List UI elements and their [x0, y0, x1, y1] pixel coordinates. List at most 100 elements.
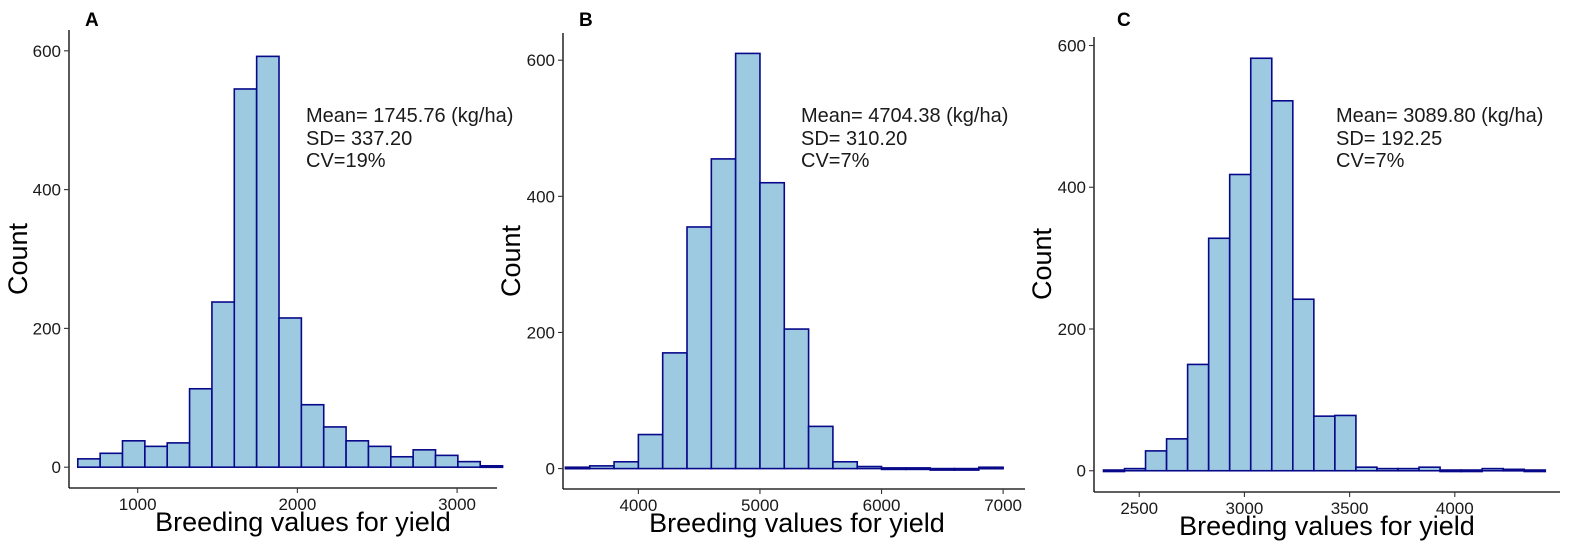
panel-a-bar — [121, 440, 146, 468]
panel-c-bars — [1102, 57, 1547, 473]
panel-a-bar — [412, 449, 437, 468]
panel-a-x-axis-title: Breeding values for yield — [155, 507, 451, 537]
panel-b-bars — [564, 52, 1004, 471]
panel-a-bars — [76, 55, 504, 469]
panel-a-bar — [345, 440, 370, 468]
panel-a-mean-text: Mean= 1745.76 (kg/ha) — [306, 105, 513, 127]
panel-a-bar — [479, 464, 504, 469]
panel-a-y-tick-label: 400 — [33, 181, 61, 200]
panel-b-y-tick-label: 200 — [527, 323, 555, 342]
panel-a-bar — [188, 387, 213, 468]
panel-c-bar — [1439, 469, 1462, 473]
panel-b-bar — [637, 433, 664, 470]
panel-b-bar — [929, 467, 956, 471]
panel-b-bar — [686, 226, 713, 470]
panel-a-x-tick-label: 1000 — [119, 495, 157, 514]
panel-b-bar — [953, 467, 980, 471]
panel-c-bar — [1144, 450, 1168, 472]
panel-c-bar — [1249, 57, 1273, 472]
panel-c-bar — [1523, 469, 1547, 473]
panel-b-y-tick-label: 600 — [527, 51, 555, 70]
panel-c-x-tick-label: 4000 — [1436, 499, 1474, 518]
panel-b-sd-text: SD= 310.20 — [801, 128, 907, 150]
panel-b-bar — [661, 352, 688, 470]
panel-c-x-axis-title: Breeding values for yield — [1179, 511, 1475, 541]
panel-c-bar — [1397, 467, 1420, 472]
panel-b-y-ticks: 0 200 400 600 — [527, 51, 563, 479]
panel-b-x-axis-title: Breeding values for yield — [649, 508, 945, 538]
panel-c-y-tick-label: 600 — [1058, 37, 1086, 56]
panel-c-bar — [1376, 467, 1399, 472]
panel-b-y-tick-label: 400 — [527, 187, 555, 206]
panel-c-bar — [1292, 298, 1315, 472]
panel-a-tag: A — [85, 10, 99, 31]
panel-a-bar — [300, 403, 325, 468]
panel-a-bar — [434, 454, 459, 468]
panel-a-bar — [76, 458, 101, 468]
panel-a-sd-text: SD= 337.20 — [306, 128, 412, 150]
panel-a-bar — [166, 442, 191, 468]
panel-a-bar — [211, 301, 236, 468]
panel-b-x-tick-label: 6000 — [863, 496, 901, 515]
panel-b-bar — [710, 158, 737, 470]
panel-b-bar — [588, 465, 615, 470]
panel-c: C 2500 3000 3500 4000 0 200 400 600 Breeding v… — [1027, 10, 1560, 541]
panel-a-bar — [233, 88, 258, 468]
panel-c-bar — [1270, 99, 1294, 472]
panel-c-mean-text: Mean= 3089.80 (kg/ha) — [1336, 105, 1543, 127]
panel-b-bar — [783, 328, 810, 470]
panel-b-bar — [759, 181, 786, 470]
panel-c-x-tick-label: 2500 — [1120, 499, 1158, 518]
panel-a-bar — [99, 452, 124, 468]
panel-b-bar — [832, 460, 859, 470]
panel-c-bar — [1334, 414, 1357, 472]
panel-a-x-tick-label: 3000 — [438, 495, 476, 514]
panel-c-bar — [1102, 469, 1126, 473]
panel-c-y-axis-title: Count — [1027, 227, 1057, 300]
panel-a-x-tick-label: 2000 — [278, 495, 316, 514]
panel-c-x-ticks: 2500 3000 3500 4000 — [1120, 492, 1474, 518]
panel-c-y-tick-label: 0 — [1077, 462, 1086, 481]
panel-c-cv-text: CV=7% — [1336, 150, 1405, 172]
panel-c-bar — [1481, 467, 1505, 472]
panel-a-bar — [367, 445, 392, 468]
panel-c-y-ticks: 0 200 400 600 — [1058, 37, 1094, 481]
panel-c-tag: C — [1117, 10, 1131, 31]
panel-a-bar — [255, 55, 280, 468]
panel-a-x-ticks: 1000 2000 3000 — [119, 488, 476, 514]
panel-b-bar — [734, 52, 761, 470]
panel-a-cv-text: CV=19% — [306, 150, 386, 172]
panel-c-bar — [1186, 363, 1210, 472]
panel-b-bar — [613, 460, 640, 470]
panel-b-bar — [880, 467, 907, 471]
panel-c-bar — [1502, 468, 1526, 472]
panel-c-bar — [1207, 237, 1231, 472]
panel-a-y-axis-title: Count — [3, 222, 33, 295]
panel-c-x-tick-label: 3000 — [1226, 499, 1264, 518]
panel-b-bar — [564, 466, 591, 470]
panel-a-bar — [144, 445, 169, 468]
panel-b-mean-text: Mean= 4704.38 (kg/ha) — [801, 105, 1008, 127]
panel-a: A 1000 2000 3000 0 200 400 600 Breeding value… — [3, 10, 513, 537]
panel-b-bar — [977, 466, 1004, 470]
panel-c-bar — [1313, 415, 1336, 472]
panel-a-bar — [457, 460, 482, 468]
panel-b-x-ticks: 4000 5000 6000 7000 — [619, 489, 1022, 515]
panel-c-bar — [1460, 469, 1483, 473]
panel-a-bar — [322, 426, 347, 468]
panel-a-y-tick-label: 200 — [33, 319, 61, 338]
panel-c-y-tick-label: 400 — [1058, 178, 1086, 197]
panel-b-tag: B — [579, 10, 593, 31]
panel-c-bar — [1165, 438, 1189, 472]
panel-a-bar — [278, 317, 303, 468]
panel-c-x-tick-label: 3500 — [1331, 499, 1369, 518]
panel-b-x-tick-label: 7000 — [984, 496, 1022, 515]
panel-c-bar — [1418, 466, 1441, 472]
panel-b-y-axis-title: Count — [496, 224, 526, 297]
panel-c-sd-text: SD= 192.25 — [1336, 128, 1442, 150]
panel-b-x-tick-label: 4000 — [619, 496, 657, 515]
panel-b-x-tick-label: 5000 — [741, 496, 779, 515]
panel-a-y-tick-label: 0 — [52, 458, 61, 477]
panel-b: B 4000 5000 6000 7000 0 200 400 600 Breeding v… — [496, 10, 1025, 538]
